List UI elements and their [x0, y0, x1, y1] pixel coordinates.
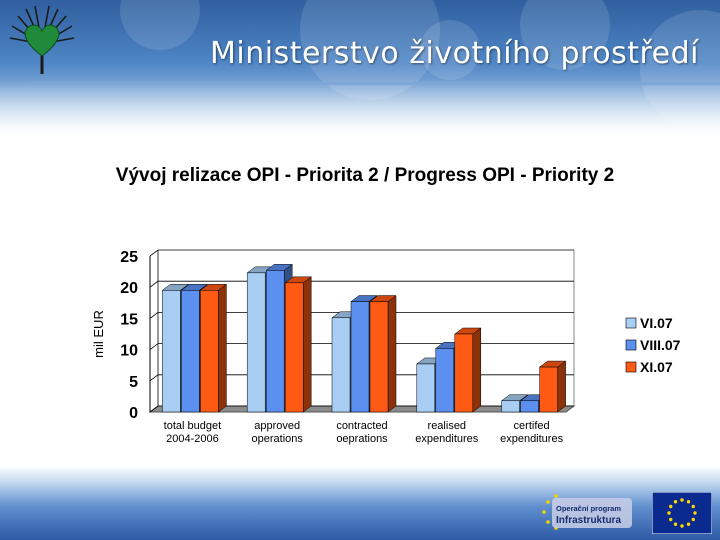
bar: [284, 276, 312, 413]
eu-star: [691, 504, 695, 509]
chart-title: Vývoj relizace OPI - Priorita 2 / Progre…: [115, 165, 615, 186]
x-tick-label: contracted: [336, 420, 387, 432]
eu-star: [673, 522, 678, 526]
x-tick-label: certifed: [514, 420, 550, 432]
program-logo: Operační program Infrastruktura: [542, 494, 632, 530]
x-tick-label: expenditures: [500, 433, 563, 445]
eu-star: [691, 517, 695, 522]
eu-star: [686, 522, 691, 526]
eu-star: [680, 524, 684, 528]
bar: [454, 327, 482, 413]
bar: [199, 283, 228, 413]
legend-label: VIII.07: [640, 337, 681, 353]
x-tick-label: oeprations: [336, 433, 388, 445]
legend-label: XI.07: [640, 359, 673, 375]
x-tick-label: approved: [254, 420, 300, 432]
y-tick-label: 20: [120, 280, 138, 297]
y-tick-label: 15: [120, 311, 138, 328]
y-tick-label: 0: [129, 405, 138, 422]
eu-star: [667, 511, 671, 515]
y-axis-label: mil EUR: [91, 310, 106, 358]
program-logo-line2: Infrastruktura: [556, 515, 621, 526]
legend-swatch: [625, 317, 637, 329]
x-tick-label: operations: [252, 433, 304, 445]
program-logo-line1: Operační program: [556, 504, 621, 513]
eu-flag-icon: [652, 492, 712, 534]
y-tick-label: 10: [120, 343, 138, 360]
x-tick-label: expenditures: [415, 433, 478, 445]
y-tick-label: 25: [120, 249, 138, 266]
bar: [369, 295, 397, 413]
legend-swatch: [625, 361, 637, 373]
x-tick-label: total budget: [164, 420, 222, 432]
x-tick-label: realised: [428, 420, 467, 432]
legend-swatch: [625, 339, 637, 351]
eu-star: [669, 504, 673, 509]
bar: [538, 360, 567, 413]
eu-star: [686, 500, 691, 504]
eu-star: [669, 517, 673, 522]
eu-star: [693, 511, 697, 515]
heart-leaf-logo-icon: [9, 5, 75, 74]
y-tick-label: 5: [129, 374, 138, 391]
legend-label: VI.07: [640, 315, 673, 331]
header-banner: [0, 0, 720, 140]
eu-star: [680, 498, 684, 502]
eu-star: [673, 500, 678, 504]
ministry-name: Ministerstvo životního prostředí: [210, 36, 699, 71]
x-tick-label: 2004-2006: [166, 433, 219, 445]
